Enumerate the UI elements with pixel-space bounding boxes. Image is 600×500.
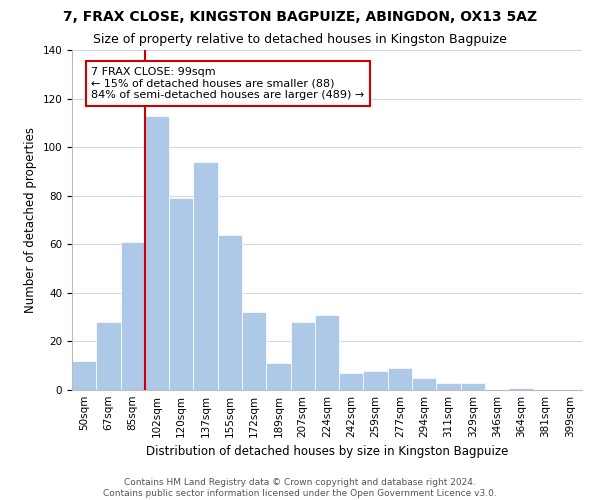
Bar [315,314,339,390]
Bar [218,234,242,390]
Bar [72,361,96,390]
Bar [364,370,388,390]
X-axis label: Distribution of detached houses by size in Kingston Bagpuize: Distribution of detached houses by size … [146,446,508,458]
Bar [266,364,290,390]
Bar [96,322,121,390]
Text: 7 FRAX CLOSE: 99sqm
← 15% of detached houses are smaller (88)
84% of semi-detach: 7 FRAX CLOSE: 99sqm ← 15% of detached ho… [91,67,365,100]
Text: 7, FRAX CLOSE, KINGSTON BAGPUIZE, ABINGDON, OX13 5AZ: 7, FRAX CLOSE, KINGSTON BAGPUIZE, ABINGD… [63,10,537,24]
Bar [461,382,485,390]
Text: Size of property relative to detached houses in Kingston Bagpuize: Size of property relative to detached ho… [93,32,507,46]
Bar [242,312,266,390]
Bar [145,116,169,390]
Bar [412,378,436,390]
Bar [509,388,533,390]
Y-axis label: Number of detached properties: Number of detached properties [24,127,37,313]
Bar [388,368,412,390]
Bar [169,198,193,390]
Text: Contains HM Land Registry data © Crown copyright and database right 2024.
Contai: Contains HM Land Registry data © Crown c… [103,478,497,498]
Bar [290,322,315,390]
Bar [121,242,145,390]
Bar [436,382,461,390]
Bar [193,162,218,390]
Bar [339,373,364,390]
